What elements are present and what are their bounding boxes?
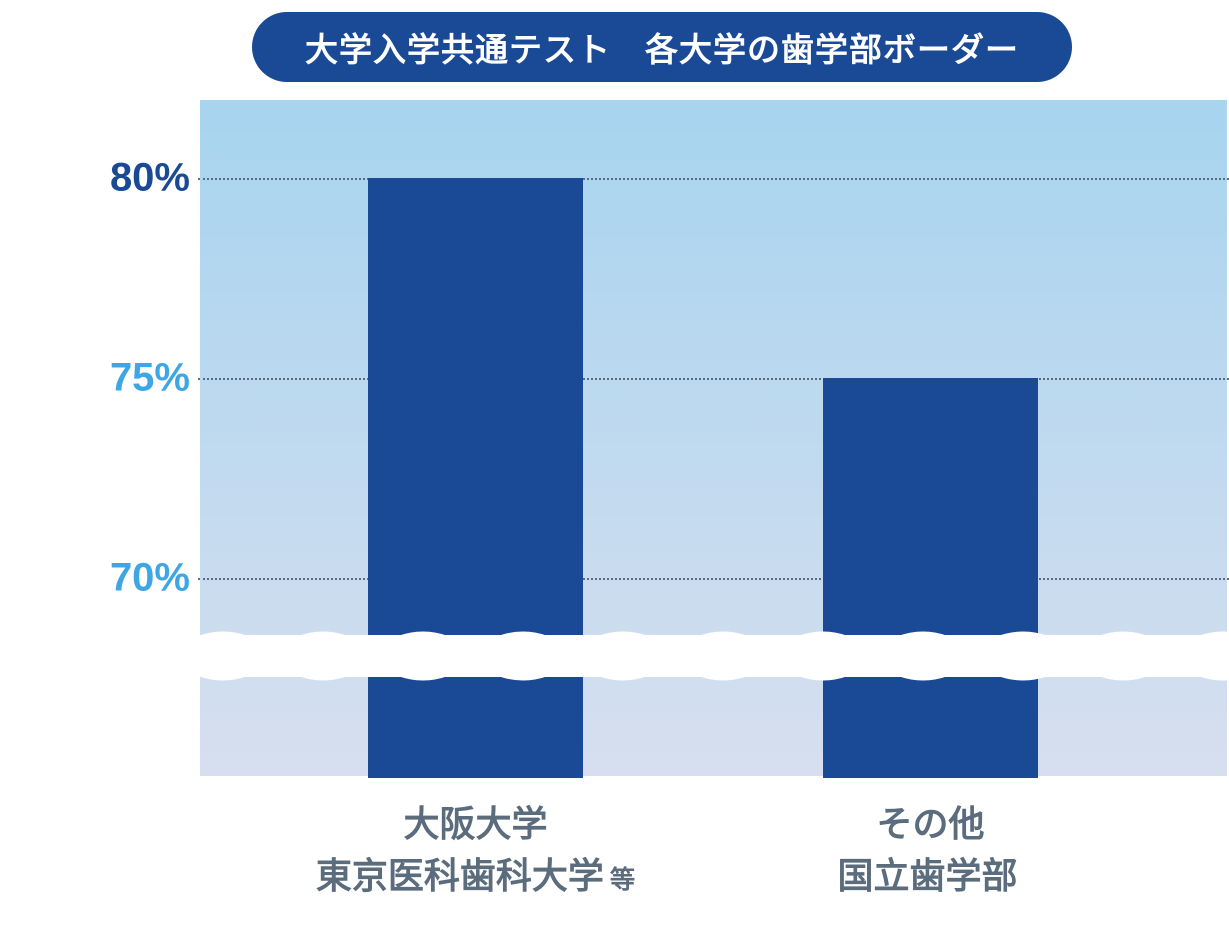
- chart-title-pill: 大学入学共通テスト 各大学の歯学部ボーダー: [252, 12, 1072, 82]
- chart-title-text: 大学入学共通テスト 各大学の歯学部ボーダー: [305, 23, 1019, 71]
- x-label-0-line1: 大阪大学: [216, 798, 736, 850]
- axis-break-band: [198, 635, 1229, 677]
- axis-break-wave-bottom: [198, 667, 1229, 685]
- bar-1: [823, 378, 1038, 778]
- axis-break-wave-top: [198, 627, 1229, 645]
- chart-container: 80% 75% 70% 大阪大学 東京医科歯科大学等 その他 国立歯学部: [60, 98, 1229, 945]
- x-label-0: 大阪大学 東京医科歯科大学等: [216, 798, 736, 902]
- x-label-0-line2-wrap: 東京医科歯科大学等: [216, 850, 736, 902]
- x-label-1-line2-wrap: 国立歯学部: [671, 850, 1191, 902]
- y-tick-label-75: 75%: [70, 356, 190, 401]
- y-tick-label-80: 80%: [70, 156, 190, 201]
- bar-0: [368, 178, 583, 778]
- y-tick-label-70: 70%: [70, 556, 190, 601]
- x-label-0-line2: 東京医科歯科大学: [316, 855, 604, 896]
- gridline-80: [198, 178, 1229, 180]
- x-label-0-suffix: 等: [610, 866, 635, 894]
- x-label-1-line2: 国立歯学部: [837, 855, 1017, 896]
- gridline-75: [198, 378, 1229, 380]
- x-label-1: その他 国立歯学部: [671, 798, 1191, 902]
- gridline-70: [198, 578, 1229, 580]
- x-label-1-line1: その他: [671, 798, 1191, 850]
